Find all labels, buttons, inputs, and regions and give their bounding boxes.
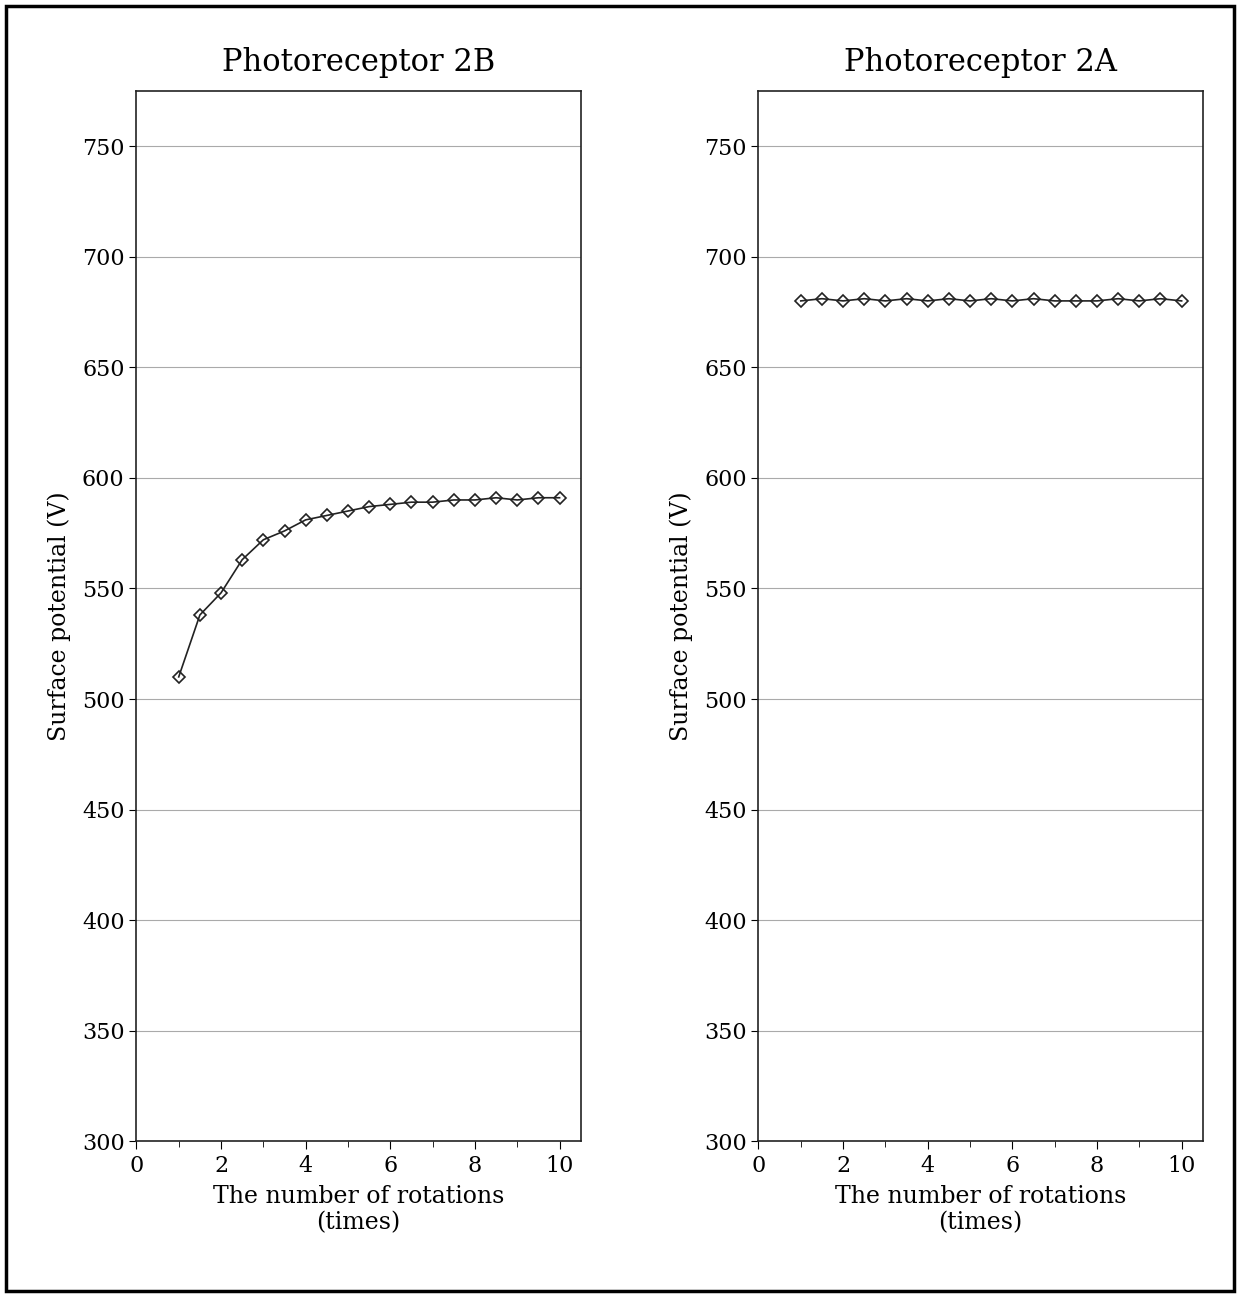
X-axis label: The number of rotations
(times): The number of rotations (times) bbox=[835, 1185, 1126, 1235]
Y-axis label: Surface potential (V): Surface potential (V) bbox=[47, 492, 71, 741]
X-axis label: The number of rotations
(times): The number of rotations (times) bbox=[213, 1185, 505, 1235]
Title: Photoreceptor 2B: Photoreceptor 2B bbox=[222, 48, 495, 78]
Title: Photoreceptor 2A: Photoreceptor 2A bbox=[844, 48, 1117, 78]
Y-axis label: Surface potential (V): Surface potential (V) bbox=[670, 492, 693, 741]
